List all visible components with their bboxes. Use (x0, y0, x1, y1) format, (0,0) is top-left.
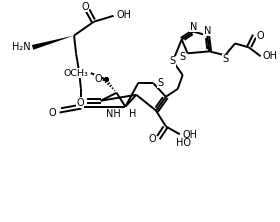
Text: O: O (49, 108, 56, 118)
Text: O: O (81, 2, 89, 12)
Text: H₂N: H₂N (13, 42, 32, 52)
Text: O: O (257, 31, 264, 41)
Text: O: O (49, 108, 56, 118)
Text: O: O (81, 2, 89, 12)
Text: O: O (148, 134, 156, 144)
Text: N: N (204, 26, 211, 36)
Text: OH: OH (116, 10, 132, 20)
Text: OCH₃: OCH₃ (63, 69, 88, 77)
Text: HO: HO (176, 138, 191, 148)
Text: S: S (170, 56, 176, 66)
Text: S: S (222, 54, 228, 64)
Text: O: O (94, 74, 102, 84)
Text: S: S (179, 52, 186, 62)
Text: OH: OH (116, 11, 132, 21)
Text: H: H (129, 109, 137, 119)
Text: S: S (157, 78, 163, 88)
Text: O: O (76, 98, 84, 108)
Text: OH: OH (183, 130, 198, 140)
Text: H₂N: H₂N (12, 42, 31, 52)
Text: NH: NH (106, 109, 120, 119)
Text: N: N (190, 22, 197, 32)
Polygon shape (32, 36, 74, 50)
Text: OH: OH (263, 51, 278, 61)
